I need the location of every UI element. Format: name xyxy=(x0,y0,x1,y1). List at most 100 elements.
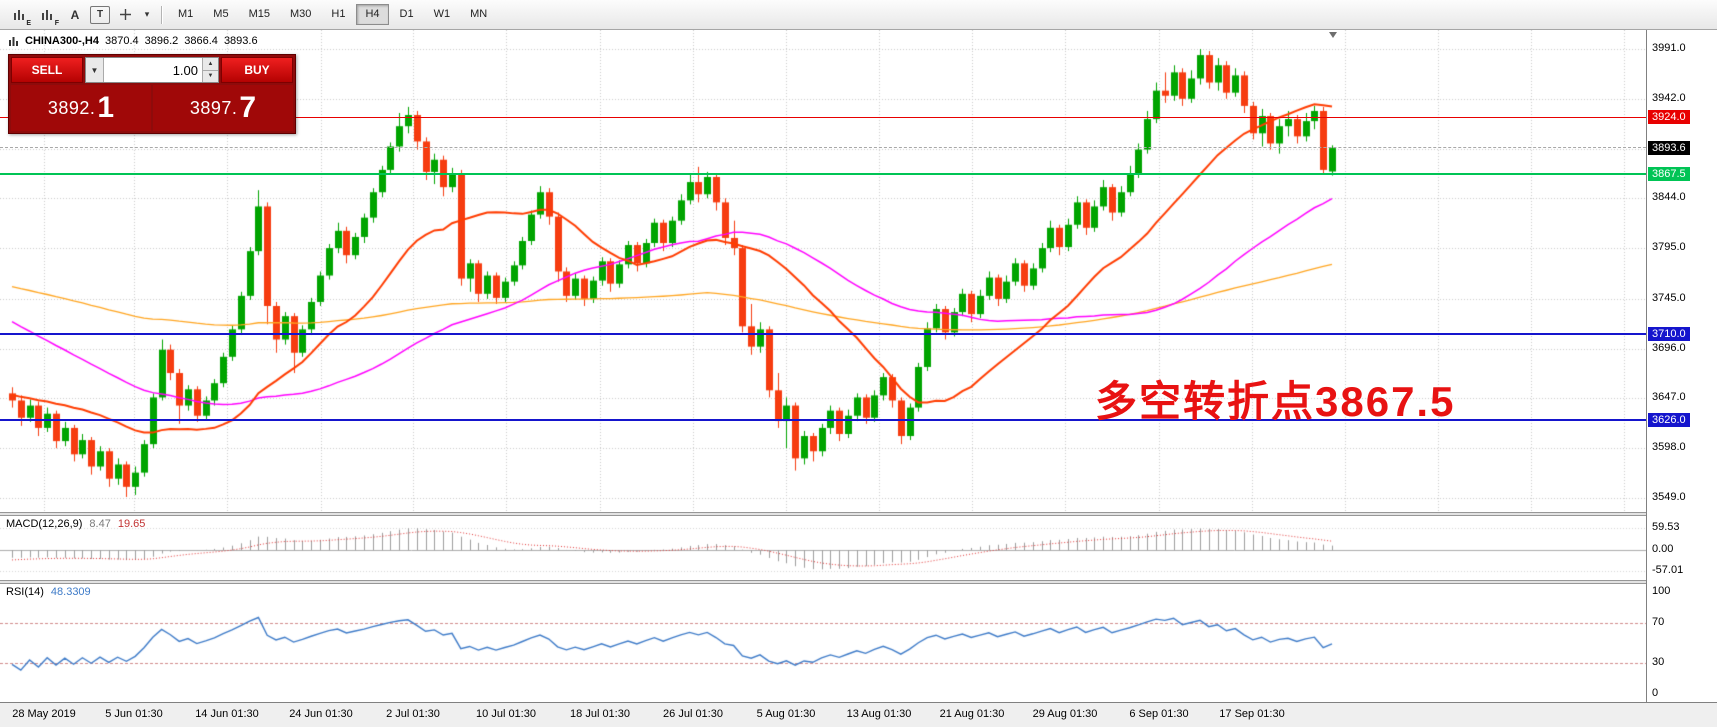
text-label-icon[interactable]: T xyxy=(90,5,110,24)
macd-pane-splitter[interactable] xyxy=(0,512,1717,516)
macd-main-value: 8.47 xyxy=(89,518,111,530)
time-axis-label: 2 Jul 01:30 xyxy=(386,708,440,720)
pivot-line[interactable] xyxy=(0,173,1646,176)
ohlc-open: 3870.4 xyxy=(104,35,139,47)
time-axis[interactable]: 28 May 2019 5 Jun 01:30 14 Jun 01:30 24 Jun… xyxy=(0,702,1717,727)
chart-annotation: 多空转折点3867.5 xyxy=(1095,378,1456,425)
buy-button[interactable]: BUY xyxy=(221,57,293,83)
crosshair-icon[interactable] xyxy=(112,3,138,27)
macd-axis-label: 0.00 xyxy=(1652,543,1674,555)
pivot-tag: 3867.5 xyxy=(1648,167,1690,182)
resistance-line[interactable] xyxy=(0,116,1646,118)
price-axis-label: 3696.0 xyxy=(1652,341,1686,354)
timeframe-m15-button[interactable]: M15 xyxy=(248,8,270,20)
time-axis-label: 14 Jun 01:30 xyxy=(195,708,259,720)
rsi-label: RSI(14) 48.3309 xyxy=(6,586,91,598)
macd-name: MACD(12,26,9) xyxy=(6,518,83,530)
time-axis-label: 21 Aug 01:30 xyxy=(939,708,1005,720)
toolbar-separator xyxy=(161,5,162,24)
time-axis-label: 24 Jun 01:30 xyxy=(289,708,353,720)
chart-title: CHINA300-,H4 3870.4 3896.2 3866.4 3893.6 xyxy=(8,35,258,47)
timeframe-d1-button[interactable]: D1 xyxy=(399,8,414,20)
ohlc-high: 3896.2 xyxy=(144,35,179,47)
sell-price-big-digit: 1 xyxy=(97,91,115,124)
support-line-upper[interactable] xyxy=(0,333,1646,336)
timeframe-m1-button[interactable]: M1 xyxy=(178,8,194,20)
time-axis-label: 5 Aug 01:30 xyxy=(756,708,816,720)
time-axis-label: 29 Aug 01:30 xyxy=(1032,708,1098,720)
timeframe-button-group: M1 M5 M15 M30 H1 H4 D1 W1 MN xyxy=(168,4,497,25)
macd-axis-label: -57.01 xyxy=(1652,564,1684,577)
candles-e-icon[interactable]: E xyxy=(6,3,32,27)
rsi-value: 48.3309 xyxy=(50,586,91,598)
macd-signal-value: 19.65 xyxy=(117,518,146,530)
price-axis[interactable]: 3991.0 3942.0 3844.0 3795.0 3745.0 3696.0 3647… xyxy=(1646,30,1717,702)
macd-pane: MACD(12,26,9) 8.47 19.65 xyxy=(0,516,1646,580)
sell-button[interactable]: SELL xyxy=(11,57,83,83)
time-axis-label: 13 Aug 01:30 xyxy=(846,708,912,720)
macd-axis-label: 59.53 xyxy=(1652,521,1680,533)
rsi-name: RSI(14) xyxy=(6,586,44,598)
time-axis-label: 28 May 2019 xyxy=(12,708,76,720)
volume-increase-icon[interactable]: ▲ xyxy=(203,58,218,71)
rsi-chart-canvas[interactable] xyxy=(0,584,1646,702)
price-axis-label: 3647.0 xyxy=(1652,391,1686,404)
current-price-line[interactable] xyxy=(0,147,1646,149)
buy-price-big-digit: 7 xyxy=(239,91,257,124)
macd-label: MACD(12,26,9) 8.47 19.65 xyxy=(6,518,145,530)
resistance-tag: 3924.0 xyxy=(1648,110,1690,125)
rsi-pane-splitter[interactable] xyxy=(0,580,1717,584)
sell-price-display[interactable]: 3892. 1 xyxy=(11,85,151,131)
horizontal-lines-layer xyxy=(0,30,1646,512)
timeframe-m30-button[interactable]: M30 xyxy=(289,8,312,20)
current-price-tag: 3893.6 xyxy=(1648,140,1690,155)
time-axis-label: 18 Jul 01:30 xyxy=(570,708,630,720)
price-axis-label: 3745.0 xyxy=(1652,291,1686,304)
volume-decrease-icon[interactable]: ▼ xyxy=(203,70,218,82)
price-axis-label: 3549.0 xyxy=(1652,491,1686,503)
toolbar-icon-group: E F A T ▾ xyxy=(5,3,155,27)
support-tag-upper: 3710.0 xyxy=(1648,327,1690,342)
timeframe-w1-button[interactable]: W1 xyxy=(433,8,451,20)
rsi-axis-label: 70 xyxy=(1652,615,1665,628)
time-axis-label: 6 Sep 01:30 xyxy=(1129,708,1189,720)
macd-chart-canvas[interactable] xyxy=(0,516,1646,580)
timeframe-mn-button[interactable]: MN xyxy=(470,8,488,20)
support-line-lower[interactable] xyxy=(0,418,1646,421)
rsi-axis-label: 100 xyxy=(1652,585,1671,597)
buy-price-display[interactable]: 3897. 7 xyxy=(153,85,293,131)
timeframe-h4-button[interactable]: H4 xyxy=(356,4,389,25)
time-axis-label: 5 Jun 01:30 xyxy=(105,708,163,720)
volume-box: ▼ 1.00 ▲ ▼ xyxy=(85,57,219,83)
main-chart-pane: CHINA300-,H4 3870.4 3896.2 3866.4 3893.6… xyxy=(0,30,1646,512)
price-axis-label: 3942.0 xyxy=(1652,91,1686,104)
chart-shift-marker-icon[interactable] xyxy=(1329,32,1337,38)
price-axis-label: 3991.0 xyxy=(1652,42,1686,54)
time-axis-label: 10 Jul 01:30 xyxy=(476,708,536,720)
volume-input[interactable]: 1.00 xyxy=(172,62,198,78)
price-axis-label: 3598.0 xyxy=(1652,441,1686,454)
rsi-pane: RSI(14) 48.3309 xyxy=(0,584,1646,702)
time-axis-label: 17 Sep 01:30 xyxy=(1219,708,1285,720)
rsi-axis-label: 30 xyxy=(1652,656,1665,669)
insert-text-icon[interactable]: A xyxy=(70,7,80,22)
time-axis-label: 26 Jul 01:30 xyxy=(663,708,723,720)
ohlc-low: 3866.4 xyxy=(184,35,218,47)
sell-price-main: 3892. xyxy=(47,97,96,118)
chart-workspace: CHINA300-,H4 3870.4 3896.2 3866.4 3893.6… xyxy=(0,30,1717,727)
timeframe-h1-button[interactable]: H1 xyxy=(331,8,346,20)
ohlc-close: 3893.6 xyxy=(223,35,258,47)
main-toolbar: E F A T ▾ M1 M5 M15 M30 H1 H4 D1 W1 MN xyxy=(0,0,1717,30)
timeframe-m5-button[interactable]: M5 xyxy=(213,8,229,20)
buy-price-main: 3897. xyxy=(189,97,238,118)
support-tag-lower: 3626.0 xyxy=(1648,412,1690,427)
one-click-trading-panel: SELL ▼ 1.00 ▲ ▼ BUY 3892. 1 xyxy=(8,54,296,134)
volume-dropdown-icon[interactable]: ▼ xyxy=(86,58,104,82)
bars-f-icon[interactable]: F xyxy=(34,3,60,27)
symbol-icon xyxy=(9,36,18,46)
price-axis-label: 3844.0 xyxy=(1652,191,1686,204)
price-axis-label: 3795.0 xyxy=(1652,241,1686,254)
cursor-dropdown-icon[interactable]: ▾ xyxy=(144,9,150,19)
rsi-axis-label: 0 xyxy=(1652,687,1659,699)
